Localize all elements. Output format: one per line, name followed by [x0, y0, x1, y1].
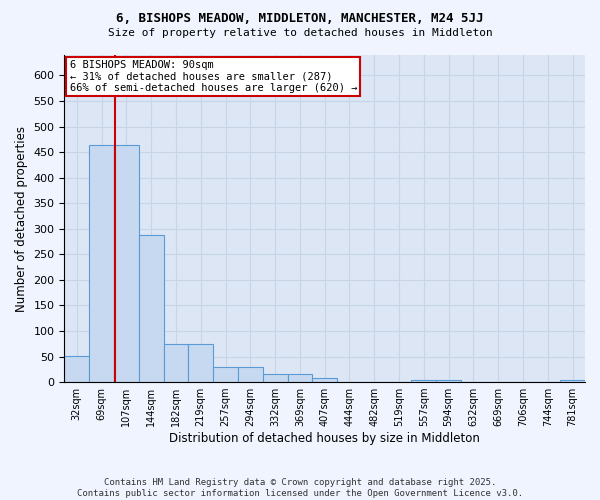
Text: 6 BISHOPS MEADOW: 90sqm
← 31% of detached houses are smaller (287)
66% of semi-d: 6 BISHOPS MEADOW: 90sqm ← 31% of detache… [70, 60, 357, 93]
Text: Size of property relative to detached houses in Middleton: Size of property relative to detached ho… [107, 28, 493, 38]
Bar [313, 378, 337, 382]
Bar [164, 344, 188, 382]
Bar [89, 146, 114, 382]
Bar [560, 380, 585, 382]
Text: Contains HM Land Registry data © Crown copyright and database right 2025.
Contai: Contains HM Land Registry data © Crown c… [77, 478, 523, 498]
Bar [114, 146, 139, 382]
Bar [238, 367, 263, 382]
Bar [263, 374, 287, 382]
Bar [188, 344, 213, 382]
Bar [287, 374, 313, 382]
Bar [213, 367, 238, 382]
Bar [64, 356, 89, 382]
X-axis label: Distribution of detached houses by size in Middleton: Distribution of detached houses by size … [169, 432, 480, 445]
Y-axis label: Number of detached properties: Number of detached properties [15, 126, 28, 312]
Bar [139, 236, 164, 382]
Bar [436, 380, 461, 382]
Text: 6, BISHOPS MEADOW, MIDDLETON, MANCHESTER, M24 5JJ: 6, BISHOPS MEADOW, MIDDLETON, MANCHESTER… [116, 12, 484, 26]
Bar [412, 380, 436, 382]
